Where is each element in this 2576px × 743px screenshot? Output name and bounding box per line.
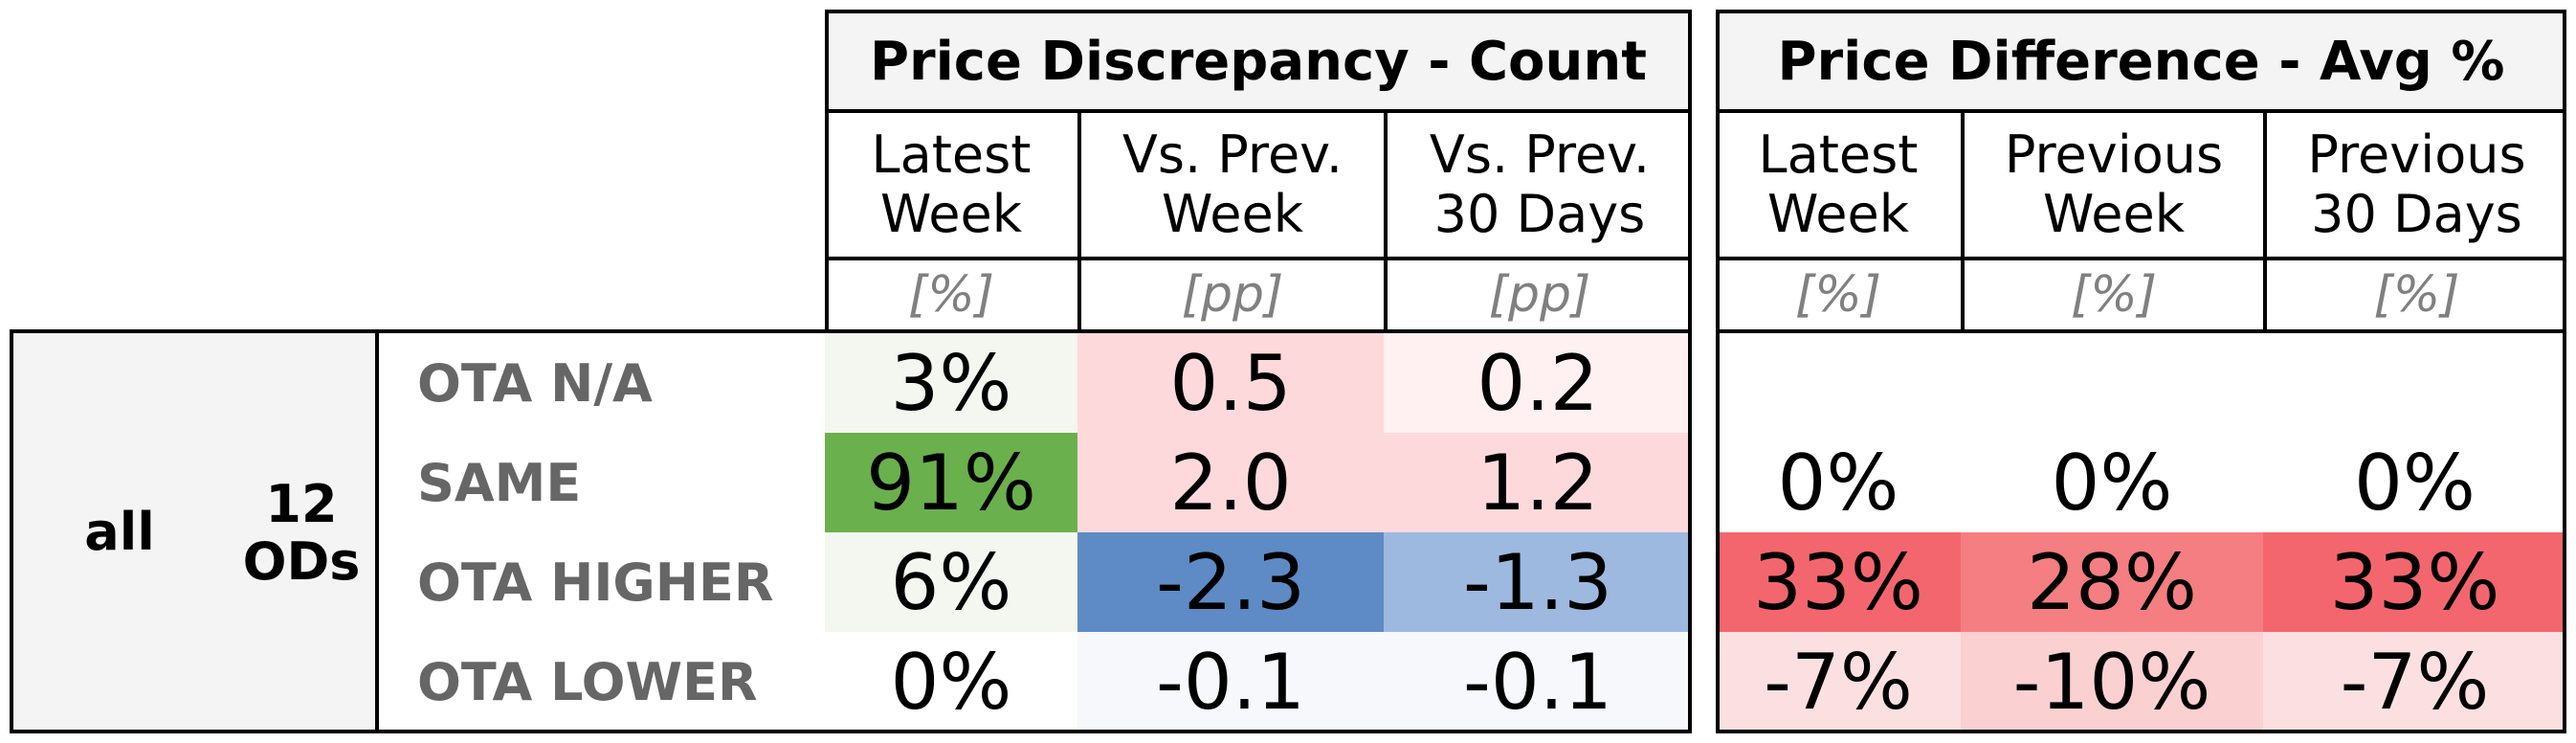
count-cell-1-1: 2.0: [1077, 433, 1384, 532]
diff-cell-0-1: [1961, 333, 2263, 433]
column-unit-diff-2: [%]: [2263, 260, 2566, 329]
diff-cell-3-2: -7%: [2263, 632, 2566, 732]
diff-cell-3-0: -7%: [1716, 632, 1961, 732]
diff-cell-1-2: 0%: [2354, 438, 2476, 528]
count-cell-0-1: 0.5: [1077, 333, 1384, 433]
group-title-diff-text: Price Difference - Avg %: [1777, 30, 2505, 93]
diff-cell-2-1: 28%: [1961, 532, 2263, 632]
left-label-panel: [10, 329, 379, 733]
segment-label: all: [38, 498, 201, 565]
count-cell-1-2: 1.2: [1384, 433, 1692, 532]
count-cell-2-1: -2.3: [1077, 532, 1384, 632]
count-cell-3-1: -0.1: [1077, 632, 1384, 732]
column-unit-count-2: [pp]: [1384, 260, 1692, 329]
column-unit-diff-0: [%]: [1795, 266, 1881, 324]
diff-cell-2-2: 33%: [2263, 532, 2566, 632]
column-header-diff-1: Previous Week: [1961, 113, 2263, 260]
column-header-diff-0: Latest Week: [1716, 113, 1961, 260]
group-title-diff: Price Difference - Avg %: [1716, 10, 2566, 113]
diff-cell-1-1: 0%: [2051, 438, 2173, 528]
row-label-3: OTA LOWER: [417, 651, 758, 712]
column-unit-count-1: [pp]: [1077, 260, 1384, 329]
segment-label-text: all: [84, 501, 155, 562]
diff-cell-1-0: 0%: [1777, 438, 1899, 528]
count-cell-2-0: 6%: [825, 532, 1077, 632]
count-cell-0-0: 3%: [825, 333, 1077, 433]
od-count-label: 12 ODs: [230, 471, 373, 596]
group-title-count: Price Discrepancy - Count: [825, 10, 1692, 113]
diff-cell-2-0: 33%: [1716, 532, 1961, 632]
diff-cell-0-2: [2263, 333, 2566, 433]
row-label-0: OTA N/A: [417, 352, 653, 414]
count-cell-2-2: -1.3: [1384, 532, 1692, 632]
column-header-count-1: Vs. Prev. Week: [1077, 113, 1384, 260]
diff-cell-3-1: -10%: [1961, 632, 2263, 732]
row-label-1: SAME: [417, 452, 582, 513]
count-cell-0-2: 0.2: [1384, 333, 1692, 433]
row-label-2: OTA HIGHER: [417, 552, 774, 613]
column-unit-diff-1: [%]: [1961, 260, 2263, 329]
count-cell-3-2: -0.1: [1384, 632, 1692, 732]
column-header-diff-2: Previous 30 Days: [2263, 113, 2566, 260]
count-cell-3-0: 0%: [890, 637, 1012, 727]
column-unit-count-0: [%]: [908, 266, 994, 324]
od-count-label-text: 12 ODs: [242, 474, 361, 592]
column-header-count-2: Vs. Prev. 30 Days: [1384, 113, 1692, 260]
diff-cell-0-0: [1716, 333, 1961, 433]
column-header-count-0: Latest Week: [825, 113, 1077, 260]
group-title-count-text: Price Discrepancy - Count: [869, 30, 1648, 93]
count-cell-1-0: 91%: [825, 433, 1077, 532]
